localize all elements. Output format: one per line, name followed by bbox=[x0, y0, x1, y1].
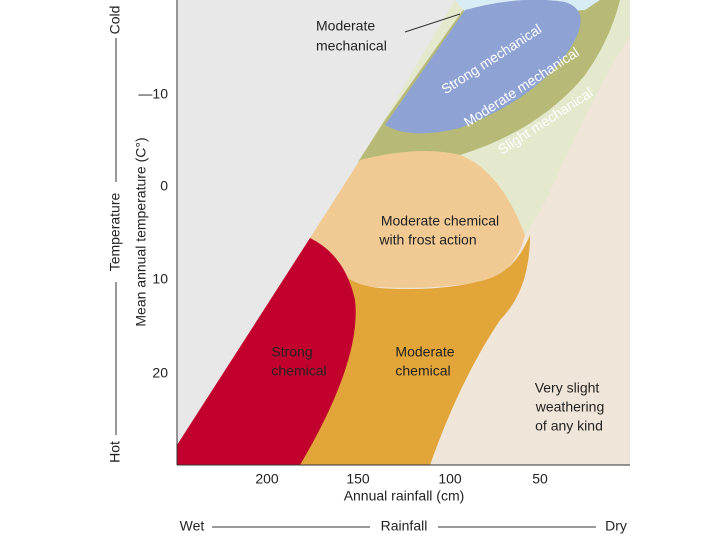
region-label: mechanical bbox=[316, 38, 387, 54]
regions bbox=[177, 0, 630, 465]
leader-line bbox=[404, 13, 461, 33]
strong-mechanical-region bbox=[385, 0, 581, 134]
temp-label: Temperature bbox=[107, 192, 123, 271]
y-tick-label: 10 bbox=[152, 271, 168, 287]
region-label: with frost action bbox=[378, 232, 476, 248]
region-label: Strong bbox=[271, 344, 312, 360]
x-tick-label: 200 bbox=[255, 471, 279, 487]
region-label: Moderate bbox=[316, 18, 375, 34]
region-label: weathering bbox=[535, 399, 605, 415]
strong-chemical-region bbox=[177, 238, 356, 465]
y-axis-title: Mean annual temperature (C°) bbox=[133, 137, 149, 326]
rain-label: Rainfall bbox=[381, 518, 428, 534]
temp-high: Cold bbox=[107, 6, 123, 35]
x-tick-label: 50 bbox=[532, 471, 548, 487]
y-tick-label: 0 bbox=[160, 178, 168, 194]
y-tick-label: —10 bbox=[138, 86, 168, 102]
x-tick-label: 100 bbox=[438, 471, 462, 487]
moderate-chemical-frost-region bbox=[310, 151, 525, 288]
x-axis-title: Annual rainfall (cm) bbox=[344, 488, 465, 504]
region-label: Moderate bbox=[395, 344, 454, 360]
y-tick-label: 20 bbox=[152, 365, 168, 381]
region-label: Very slight bbox=[535, 380, 600, 396]
region-label: Moderate chemical bbox=[381, 213, 499, 229]
region-label: chemical bbox=[271, 363, 326, 379]
rain-low: Wet bbox=[180, 518, 205, 534]
x-tick-label: 150 bbox=[346, 471, 370, 487]
region-label: chemical bbox=[395, 363, 450, 379]
region-label: of any kind bbox=[535, 418, 603, 434]
temp-low: Hot bbox=[107, 441, 123, 463]
rain-high: Dry bbox=[605, 518, 627, 534]
